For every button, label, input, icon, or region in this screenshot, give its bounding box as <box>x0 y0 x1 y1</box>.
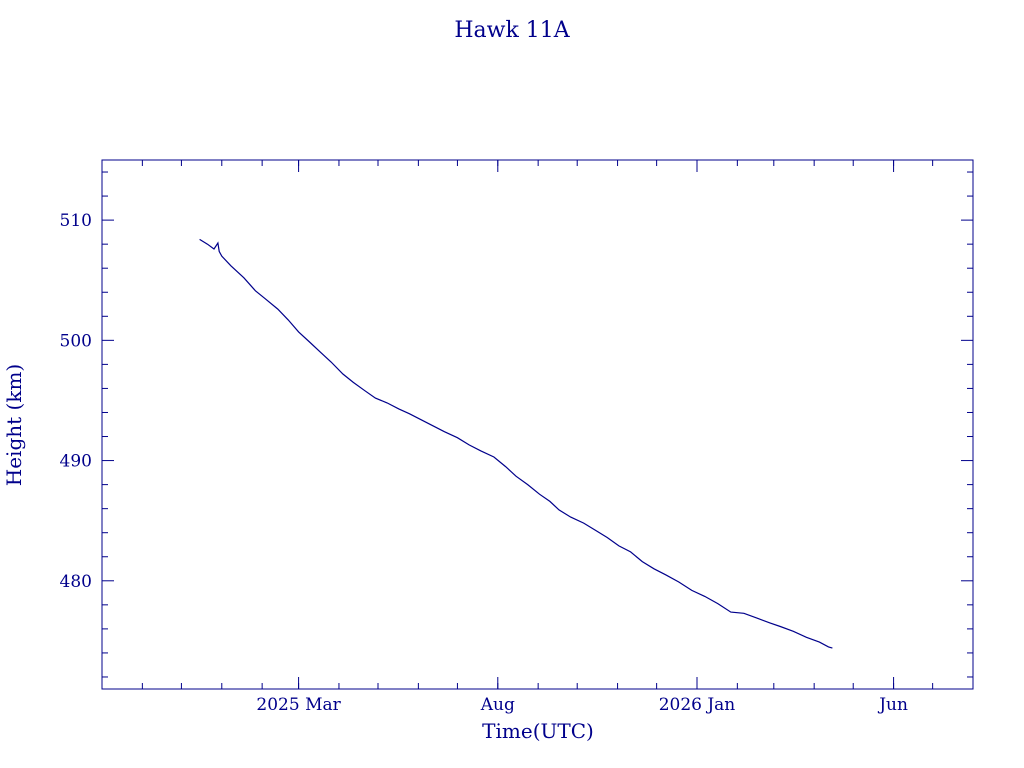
y-tick-label: 490 <box>60 452 92 472</box>
height-series-line <box>199 238 833 649</box>
chart-title: Hawk 11A <box>454 18 570 43</box>
y-tick-label: 480 <box>60 572 92 592</box>
x-tick-label: Jun <box>877 695 908 715</box>
y-tick-label: 510 <box>60 211 92 231</box>
y-tick-label: 500 <box>60 331 92 351</box>
x-tick-label: 2026 Jan <box>659 695 736 715</box>
x-tick-label: Aug <box>480 695 515 715</box>
axis-tick-labels: 2025 Mar Aug 2026 Jan Jun 480 490 500 510 <box>60 211 908 715</box>
y-axis-label: Height (km) <box>2 364 26 486</box>
x-tick-label: 2025 Mar <box>256 695 341 715</box>
plot-frame <box>101 159 974 690</box>
x-axis-label: Time(UTC) <box>482 719 594 743</box>
axis-ticks <box>102 160 973 689</box>
